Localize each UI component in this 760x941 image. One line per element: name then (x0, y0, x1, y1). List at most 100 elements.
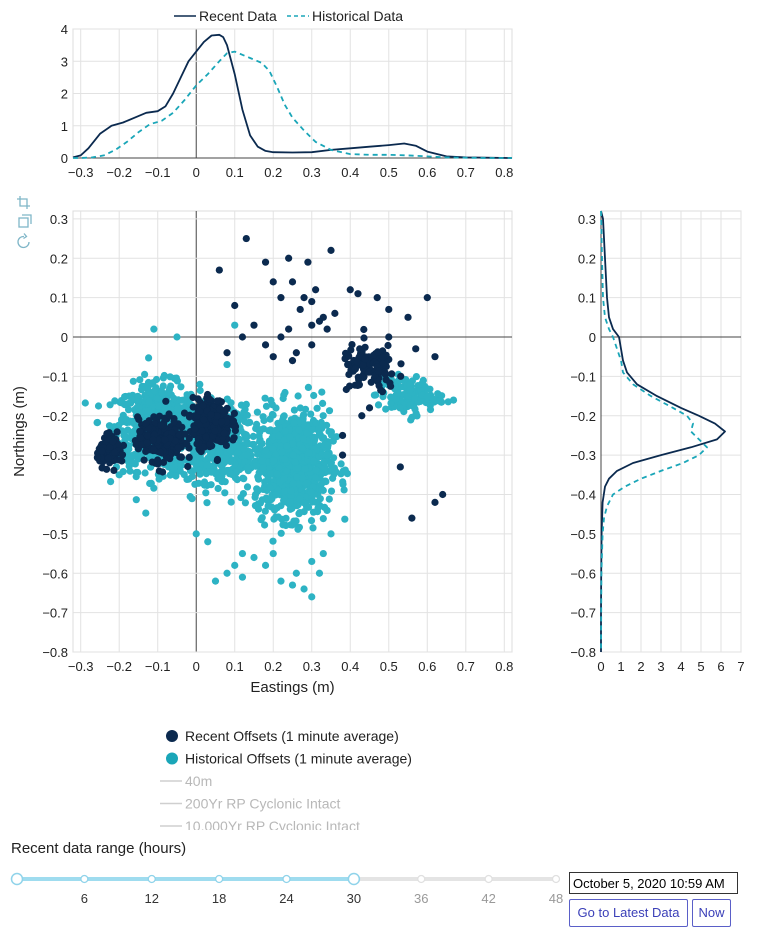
slider-tick-label: 6 (81, 891, 88, 906)
modebar[interactable] (16, 195, 32, 260)
recent-point (379, 353, 387, 361)
slider-dot[interactable] (80, 874, 89, 884)
historical-point (81, 399, 89, 407)
northing-density-plot[interactable]: 0 1 2 3 4 5 6 70.30.20.10−0.1−0.2−0.3−0.4−0.5−0… (570, 210, 745, 674)
historical-point (318, 486, 326, 494)
recent-point (331, 309, 339, 317)
recent-point (308, 321, 316, 329)
recent-point (189, 393, 197, 402)
chart-canvas: Recent Data Historical Data −0.3 −0.2 −0.1… (11, 8, 745, 830)
historical-point (160, 371, 168, 380)
historical-point (115, 471, 123, 479)
slider-tick-label: 42 (481, 891, 495, 906)
recent-point (384, 341, 392, 350)
historical-point (267, 396, 275, 404)
recent-point (93, 454, 101, 462)
historical-point (242, 400, 250, 408)
legend-recent-data[interactable]: Recent Data (199, 8, 277, 24)
density-legend[interactable]: Recent Data Historical Data (174, 8, 403, 24)
crop-alt-icon[interactable] (18, 214, 32, 228)
historical-point (264, 502, 272, 510)
historical-point (277, 577, 285, 585)
historical-point (222, 455, 230, 463)
top-x-tick-label: 0 (193, 165, 200, 180)
historical-point (262, 446, 270, 455)
slider-handle-end[interactable] (347, 872, 361, 886)
historical-point (323, 421, 331, 429)
scatter-legend-item[interactable]: Recent Offsets (1 minute average) (166, 728, 399, 744)
slider-dot[interactable] (282, 874, 291, 884)
historical-point (291, 458, 299, 466)
slider-dot[interactable] (147, 874, 156, 884)
now-button[interactable]: Now (692, 899, 731, 927)
right-x-tick-label: 7 (737, 659, 744, 674)
slider-tick-label: 12 (145, 891, 159, 906)
historical-point (202, 470, 210, 478)
crop-icon[interactable] (17, 196, 30, 209)
recent-point (132, 440, 140, 449)
slider-handle-start[interactable] (10, 872, 24, 886)
historical-point (288, 440, 297, 448)
historical-point (154, 402, 162, 410)
historical-point (339, 480, 347, 488)
recent-point (136, 427, 144, 435)
recent-point (238, 333, 247, 341)
historical-point (315, 569, 324, 577)
scatter-legend[interactable]: Recent Offsets (1 minute average) Histori… (160, 728, 412, 830)
reset-icon[interactable] (17, 233, 30, 249)
scatter-legend-label: 40m (185, 773, 212, 789)
slider-dot[interactable] (417, 874, 426, 884)
historical-point (134, 392, 142, 400)
recent-point (431, 353, 439, 361)
historical-point (240, 475, 248, 483)
historical-point (327, 487, 336, 495)
scatter-legend-item[interactable]: 10,000Yr RP Cyclonic Intact (160, 818, 360, 830)
historical-point (145, 398, 153, 406)
easting-density-plot[interactable]: −0.3 −0.2 −0.1 0 0.1 0.2 0.3 0.4 0.5 0.6 0.7 0.8 0 1 2… (61, 22, 514, 180)
historical-point (238, 549, 247, 558)
historical-point (406, 381, 414, 389)
recent-point (296, 305, 304, 314)
recent-point (200, 416, 208, 424)
recent-point (220, 407, 228, 415)
y-tick-label: −0.3 (42, 448, 68, 463)
recent-point (261, 258, 270, 266)
recent-point (150, 446, 158, 454)
historical-point (429, 395, 437, 403)
right-y-tick-label: −0.4 (570, 488, 596, 503)
historical-point (249, 432, 257, 440)
historical-point (308, 426, 316, 434)
range-slider[interactable]: 6 12 18 24 30 36 42 48 (0, 860, 565, 910)
right-y-tick-label: −0.5 (570, 527, 596, 542)
recent-point (396, 463, 404, 471)
recent-point (388, 370, 396, 378)
go-to-latest-button[interactable]: Go to Latest Data (569, 899, 688, 927)
historical-point (134, 468, 142, 477)
historical-point (319, 412, 327, 420)
historical-point (267, 470, 275, 478)
y-tick-label: −0.1 (42, 369, 68, 384)
historical-point (337, 470, 345, 478)
scatter-legend-item[interactable]: Historical Offsets (1 minute average) (166, 751, 412, 767)
slider-dot[interactable] (484, 874, 493, 884)
scatter-legend-item[interactable]: 40m (160, 773, 212, 789)
slider-dot[interactable] (551, 874, 561, 884)
historical-point (269, 537, 277, 545)
slider-dot[interactable] (214, 874, 224, 884)
recent-point (344, 361, 352, 369)
top-recent-density-line (72, 33, 513, 159)
recent-point (202, 433, 210, 441)
historical-point (269, 549, 277, 558)
offsets-scatter-plot[interactable]: −0.3 −0.2 −0.1 0 0.1 0.2 0.3 0.4 0.5 0.6 0.7 0.8 0.3… (11, 210, 513, 696)
historical-point (283, 442, 291, 450)
historical-point (294, 525, 302, 533)
scatter-legend-item[interactable]: 200Yr RP Cyclonic Intact (160, 796, 340, 812)
legend-historical-data[interactable]: Historical Data (312, 8, 403, 24)
recent-point (351, 365, 359, 373)
recent-point (288, 357, 297, 365)
historical-point (310, 457, 318, 465)
recent-point (143, 432, 151, 440)
historical-point (317, 480, 325, 488)
datetime-input[interactable]: October 5, 2020 10:59 AM (569, 872, 738, 894)
recent-point (327, 246, 335, 254)
